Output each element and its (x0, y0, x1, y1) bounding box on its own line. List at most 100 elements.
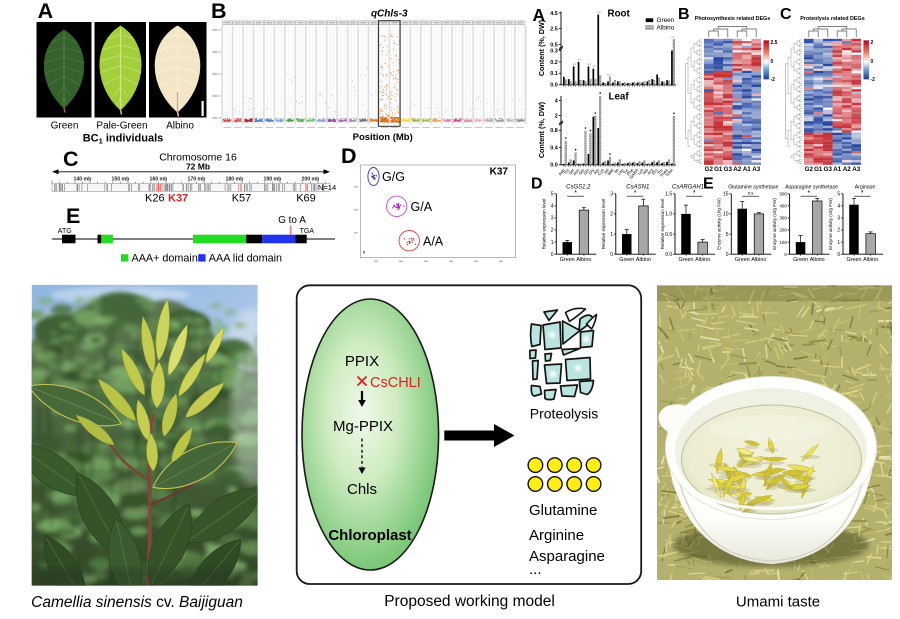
svg-text:160 mb: 160 mb (149, 177, 167, 183)
svg-text:1: 1 (610, 232, 613, 238)
svg-text:150 mb: 150 mb (111, 177, 129, 183)
svg-text:Leu: Leu (616, 167, 625, 176)
svg-text:2: 2 (610, 212, 613, 218)
svg-text:Albino: Albino (751, 257, 766, 263)
svg-text:1.5: 1.5 (665, 192, 672, 198)
svg-text:Asn: Asn (572, 167, 581, 176)
svg-text:0: 0 (784, 252, 787, 257)
svg-text:Lys: Lys (636, 168, 644, 176)
svg-text:Ile: Ile (613, 167, 620, 174)
svg-text:a,b: a,b (593, 65, 597, 68)
svg-text:Proposed working model: Proposed working model (384, 593, 555, 610)
svg-text:Camellia sinensis cv. Baijigua: Camellia sinensis cv. Baijiguan (31, 594, 243, 611)
svg-text:5: 5 (837, 192, 840, 198)
svg-text:Enzyme activity (U/g FW): Enzyme activity (U/g FW) (828, 198, 833, 250)
svg-text:0: 0 (871, 59, 874, 65)
svg-text:Gln: Gln (582, 167, 590, 176)
svg-text:Green: Green (619, 257, 634, 263)
svg-text:Ser: Ser (567, 167, 575, 176)
svg-text:Green: Green (657, 17, 675, 24)
svg-text:0.4: 0.4 (550, 145, 558, 151)
svg-text:*: * (634, 190, 637, 197)
svg-text:Arg: Arg (646, 167, 654, 176)
svg-text:170 mb: 170 mb (187, 177, 205, 183)
svg-text:200 mb: 200 mb (301, 177, 319, 183)
svg-text:Root: Root (608, 9, 631, 20)
svg-text:*: * (574, 190, 577, 197)
svg-text:Pale-Green: Pale-Green (96, 121, 147, 132)
svg-text:Green: Green (735, 257, 750, 263)
svg-text:A3: A3 (752, 166, 760, 173)
svg-text:2: 2 (871, 40, 874, 46)
svg-text:1: 1 (837, 240, 840, 246)
svg-text:a,b: a,b (607, 73, 611, 76)
svg-text:3: 3 (837, 216, 840, 222)
svg-text:Albino: Albino (695, 257, 710, 263)
svg-text:K26: K26 (145, 193, 165, 205)
svg-text:Pro: Pro (651, 167, 659, 176)
svg-text:Green: Green (847, 257, 862, 263)
svg-text:B: B (678, 6, 690, 23)
svg-text:G to A: G to A (278, 215, 306, 226)
svg-text:0.5: 0.5 (550, 43, 558, 49)
svg-text:Cys: Cys (597, 168, 605, 177)
svg-text:G2: G2 (805, 166, 814, 173)
svg-text:Chromosome 16: Chromosome 16 (159, 152, 237, 164)
svg-text:-2: -2 (871, 77, 876, 83)
svg-text:D: D (341, 144, 357, 168)
svg-text:Asparagine synthetase: Asparagine synthetase (785, 185, 838, 191)
svg-text:E: E (66, 204, 80, 228)
svg-text:Content (%, DW): Content (%, DW) (537, 19, 546, 76)
svg-text:Green: Green (51, 121, 79, 132)
svg-text:Enzyme activity (U/g FW): Enzyme activity (U/g FW) (716, 198, 721, 250)
svg-text:0: 0 (551, 252, 554, 258)
svg-text:500: 500 (779, 192, 787, 197)
svg-text:-2: -2 (771, 77, 776, 83)
svg-text:2.5: 2.5 (550, 27, 558, 33)
svg-text:E: E (703, 176, 714, 193)
svg-text:N=14: N=14 (318, 183, 336, 192)
svg-text:Leaf: Leaf (609, 92, 630, 103)
svg-text:Proteolysis related DEGs: Proteolysis related DEGs (800, 16, 864, 22)
svg-text:A: A (38, 0, 54, 23)
svg-text:Photosynthesis related DEGs: Photosynthesis related DEGs (695, 16, 771, 22)
svg-text:*: * (861, 190, 864, 197)
svg-text:0.0: 0.0 (550, 83, 558, 89)
svg-text:Asp: Asp (557, 167, 566, 176)
svg-text:Met: Met (606, 167, 615, 176)
svg-text:Albino: Albino (810, 257, 825, 263)
svg-text:0.0: 0.0 (550, 163, 558, 169)
svg-text:Position (Mb): Position (Mb) (353, 132, 413, 143)
svg-text:400: 400 (779, 204, 787, 209)
svg-text:G/G: G/G (382, 170, 405, 184)
svg-text:300: 300 (779, 216, 787, 221)
svg-text:Albino: Albino (863, 257, 878, 263)
svg-text:2: 2 (555, 114, 558, 120)
svg-text:G3: G3 (824, 166, 833, 173)
svg-text:2: 2 (837, 228, 840, 234)
svg-text:Tyr: Tyr (622, 167, 630, 175)
svg-text:2: 2 (551, 228, 554, 234)
svg-text:1.0: 1.0 (665, 212, 672, 218)
svg-text:0: 0 (771, 59, 774, 65)
svg-text:D: D (531, 176, 543, 193)
svg-text:190 mb: 190 mb (263, 177, 281, 183)
svg-text:K69: K69 (296, 193, 316, 205)
svg-text:A: A (533, 5, 546, 25)
svg-text:A2: A2 (843, 166, 851, 173)
svg-text:Ala: Ala (592, 167, 600, 175)
svg-text:AAA lid domain: AAA lid domain (209, 252, 282, 264)
svg-text:Green: Green (793, 257, 808, 263)
svg-text:4: 4 (555, 99, 558, 105)
svg-text:Enzyme activity (U/g FW): Enzyme activity (U/g FW) (772, 198, 777, 250)
svg-text:Albino: Albino (576, 257, 591, 263)
svg-text:Chls: Chls (347, 481, 377, 498)
svg-text:Albino: Albino (166, 121, 194, 132)
svg-text:GABA: GABA (628, 167, 639, 179)
svg-text:Albino: Albino (636, 257, 651, 263)
svg-text:a,b: a,b (578, 58, 582, 61)
svg-text:4: 4 (837, 204, 840, 210)
svg-text:Proteolysis: Proteolysis (530, 406, 598, 422)
svg-text:Relative expression level: Relative expression level (601, 199, 606, 250)
svg-text:G1: G1 (814, 166, 823, 173)
